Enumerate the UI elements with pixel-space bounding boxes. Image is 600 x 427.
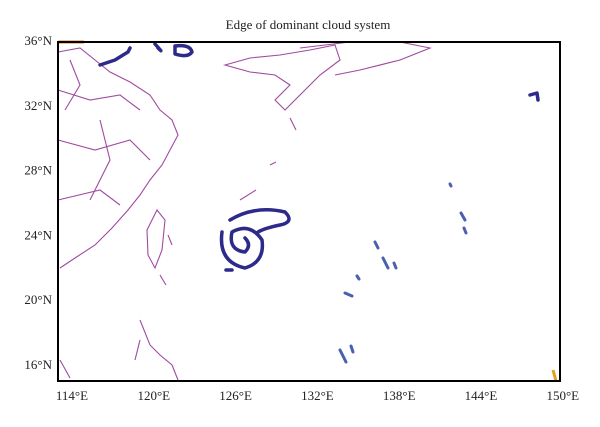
- map-title: Edge of dominant cloud system: [226, 17, 391, 32]
- lon-label: 150°E: [546, 388, 579, 403]
- coastlines: [57, 41, 432, 381]
- map-frame: [57, 41, 561, 382]
- lat-label: 32°N: [24, 98, 52, 113]
- lat-label: 24°N: [24, 227, 52, 242]
- lon-label: 144°E: [465, 388, 498, 403]
- lat-label: 28°N: [24, 163, 52, 178]
- lon-label: 138°E: [383, 388, 416, 403]
- cloud-edges: [58, 40, 558, 382]
- lon-label: 114°E: [56, 388, 88, 403]
- lon-label: 120°E: [137, 388, 170, 403]
- lat-label: 16°N: [24, 357, 52, 372]
- lon-label: 126°E: [219, 388, 252, 403]
- lat-label: 36°N: [24, 33, 52, 48]
- lat-label: 20°N: [24, 292, 52, 307]
- lon-label: 132°E: [301, 388, 334, 403]
